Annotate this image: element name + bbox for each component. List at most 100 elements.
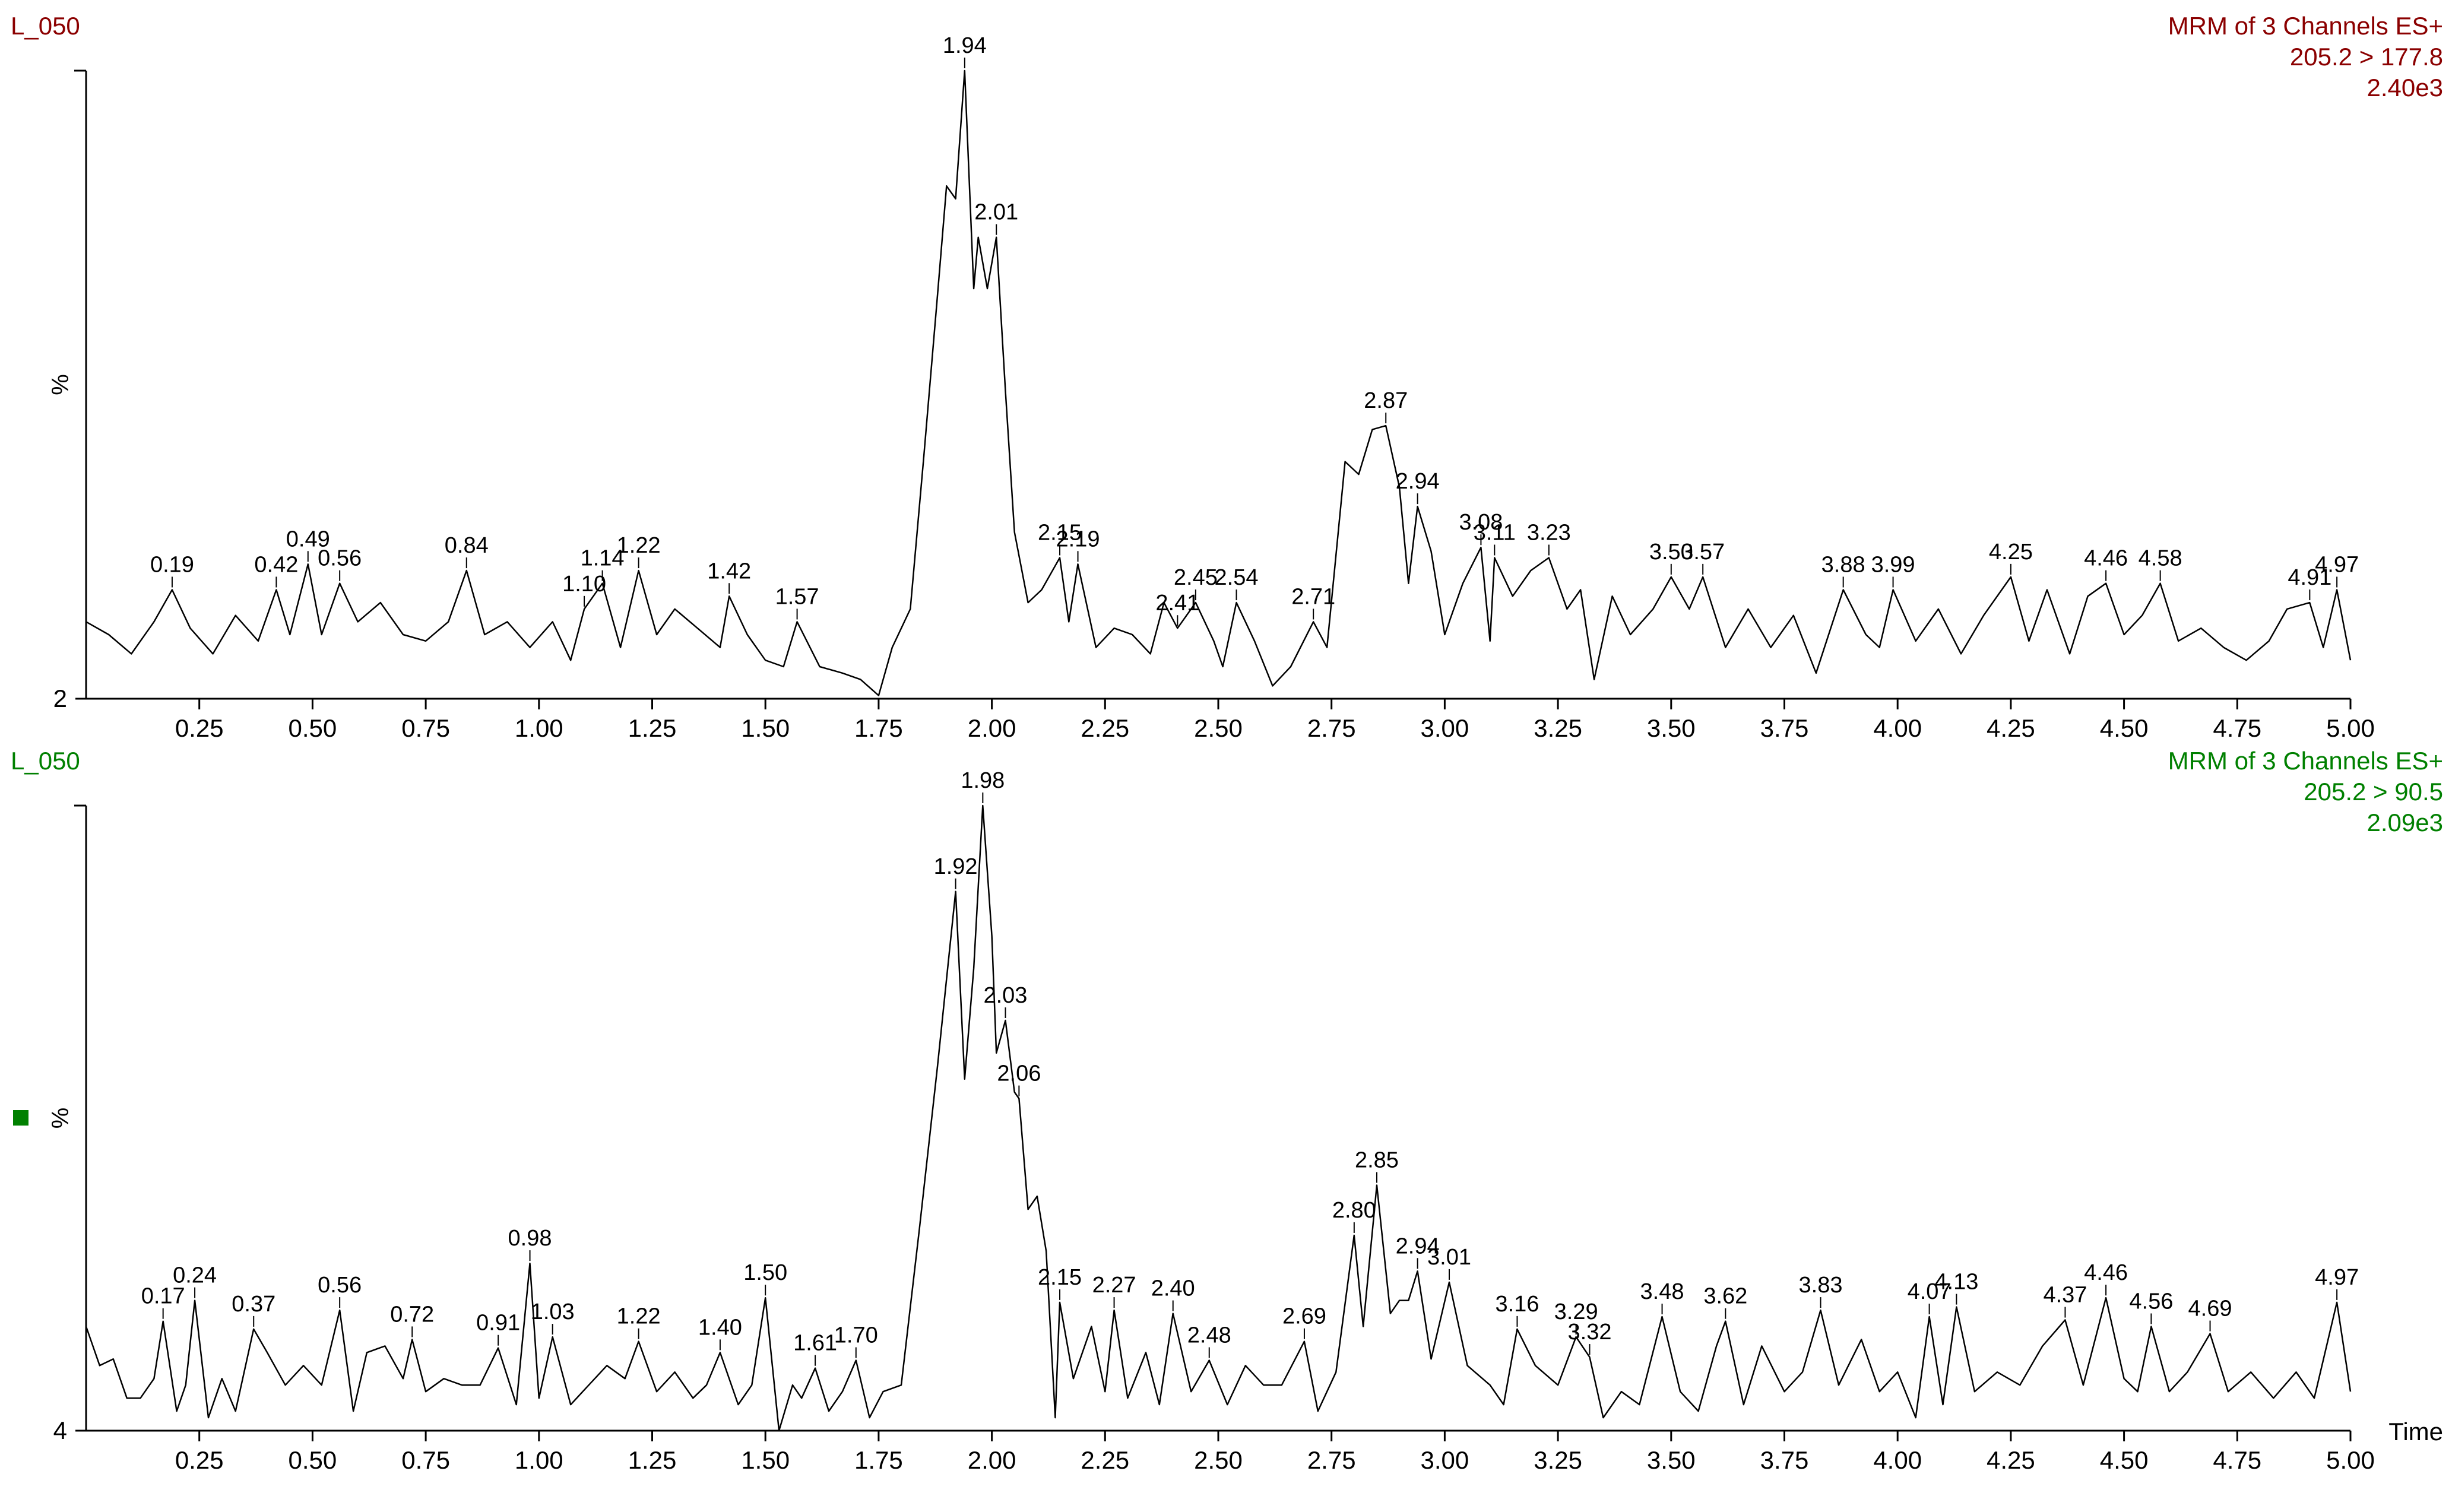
peak-label: 2.48 <box>1187 1323 1231 1348</box>
peak-label: 1.92 <box>934 854 978 879</box>
x-axis-label: Time <box>2388 1418 2443 1446</box>
peak-label: 4.56 <box>2129 1289 2173 1314</box>
x-tick-label: 2.00 <box>968 1446 1016 1474</box>
x-tick-label: 2.50 <box>1194 1446 1243 1474</box>
peak-label: 3.99 <box>1871 552 1915 577</box>
peak-label: 3.29 <box>1554 1299 1598 1324</box>
x-tick-label: 4.75 <box>2213 1446 2261 1474</box>
peak-label: 1.22 <box>617 533 661 558</box>
x-tick-label: 4.25 <box>1987 714 2035 742</box>
peak-label: 2.94 <box>1396 1234 1440 1259</box>
x-tick-label: 3.75 <box>1760 1446 1809 1474</box>
peak-label: 2.41 <box>1155 591 1199 616</box>
peak-label: 2.19 <box>1056 527 1100 551</box>
peak-label: 1.70 <box>834 1323 878 1348</box>
peak-label: 2.69 <box>1282 1304 1326 1329</box>
peak-label: 3.50 <box>1649 540 1693 565</box>
x-tick-label: 1.50 <box>741 714 790 742</box>
peak-label: 2.87 <box>1364 388 1408 413</box>
trace-info: MRM of 3 Channels ES+ <box>2168 747 2443 775</box>
peak-label: 0.49 <box>286 527 330 551</box>
peak-label: 3.08 <box>1459 510 1503 535</box>
trace-info: 2.09e3 <box>2367 809 2443 836</box>
x-tick-label: 0.25 <box>175 714 224 742</box>
peak-label: 2.15 <box>1038 520 1082 545</box>
peak-label: 1.61 <box>793 1331 837 1356</box>
trace-line <box>85 69 2352 696</box>
peak-label: 3.01 <box>1427 1245 1471 1270</box>
x-tick-label: 1.75 <box>854 714 903 742</box>
trace-info: MRM of 3 Channels ES+ <box>2168 12 2443 40</box>
x-tick-label: 3.25 <box>1534 714 1582 742</box>
x-tick-label: 3.50 <box>1647 714 1696 742</box>
peak-label: 3.88 <box>1821 552 1865 577</box>
x-tick-label: 3.00 <box>1421 1446 1469 1474</box>
trace-title: L_050 <box>11 747 80 775</box>
x-tick-label: 2.50 <box>1194 714 1243 742</box>
peak-label: 3.11 <box>1474 520 1516 545</box>
x-tick-label: 3.50 <box>1647 1446 1696 1474</box>
peak-label: 1.22 <box>617 1304 661 1329</box>
peak-label: 3.32 <box>1568 1320 1612 1345</box>
peak-label: 2.01 <box>974 200 1018 225</box>
x-tick-label: 2.75 <box>1307 1446 1356 1474</box>
x-tick-label: 1.75 <box>854 1446 903 1474</box>
peak-label: 3.23 <box>1527 520 1571 545</box>
peak-label: 4.97 <box>2315 552 2359 577</box>
peak-label: 4.25 <box>1989 540 2033 565</box>
trace-marker <box>13 1110 28 1126</box>
peak-label: 4.37 <box>2043 1283 2087 1308</box>
peak-label: 0.17 <box>141 1284 185 1309</box>
x-tick-label: 0.25 <box>175 1446 224 1474</box>
x-tick-label: 4.00 <box>1873 714 1922 742</box>
peak-label: 4.69 <box>2188 1297 2232 1321</box>
trace-line <box>85 804 2352 1432</box>
peak-label: 0.98 <box>508 1226 552 1251</box>
peak-label: 0.91 <box>476 1311 520 1336</box>
y-axis-label: % <box>47 374 74 395</box>
peak-label: 1.50 <box>743 1260 787 1285</box>
x-tick-label: 4.00 <box>1873 1446 1922 1474</box>
x-tick-label: 1.00 <box>515 714 563 742</box>
peak-label: 1.94 <box>943 33 987 58</box>
peak-label: 3.48 <box>1640 1279 1684 1304</box>
x-tick-label: 2.25 <box>1081 714 1129 742</box>
peak-label: 3.16 <box>1495 1292 1539 1317</box>
x-tick-label: 0.50 <box>289 714 337 742</box>
peak-label: 2.45 <box>1174 565 1218 590</box>
x-tick-label: 1.00 <box>515 1446 563 1474</box>
peak-label: 2.27 <box>1092 1273 1136 1298</box>
x-tick-label: 2.25 <box>1081 1446 1129 1474</box>
peak-label: 3.62 <box>1703 1284 1747 1309</box>
peak-label: 3.83 <box>1799 1273 1843 1298</box>
peak-label: 1.03 <box>531 1299 575 1324</box>
peak-label: 0.42 <box>254 552 298 577</box>
peak-label: 1.98 <box>961 768 1005 793</box>
peak-label: 2.40 <box>1151 1276 1195 1301</box>
x-tick-label: 1.25 <box>628 1446 677 1474</box>
peak-label: 0.56 <box>318 546 362 571</box>
x-tick-label: 5.00 <box>2326 714 2375 742</box>
trace-info: 205.2 > 177.8 <box>2290 43 2443 71</box>
peak-label: 1.57 <box>775 584 819 609</box>
peak-label: 3.57 <box>1681 540 1725 565</box>
peak-label: 1.14 <box>581 546 625 571</box>
peak-label: 2.80 <box>1332 1198 1376 1223</box>
trace-title: L_050 <box>11 12 80 40</box>
peak-label: 1.42 <box>707 559 751 584</box>
peak-label: 4.46 <box>2084 546 2128 571</box>
peak-label: 0.56 <box>318 1273 362 1298</box>
peak-label: 1.40 <box>698 1315 742 1340</box>
peak-label: 2.94 <box>1396 469 1440 494</box>
trace-info: 2.40e3 <box>2367 74 2443 102</box>
y-tick-label: 4 <box>53 1416 67 1444</box>
peak-label: 0.37 <box>232 1292 275 1317</box>
x-tick-label: 0.50 <box>289 1446 337 1474</box>
x-tick-label: 2.75 <box>1307 714 1356 742</box>
peak-label: 2.54 <box>1215 565 1259 590</box>
peak-label: 2.71 <box>1291 584 1335 609</box>
peak-label: 0.24 <box>173 1263 217 1288</box>
peak-label: 4.13 <box>1934 1270 1978 1295</box>
